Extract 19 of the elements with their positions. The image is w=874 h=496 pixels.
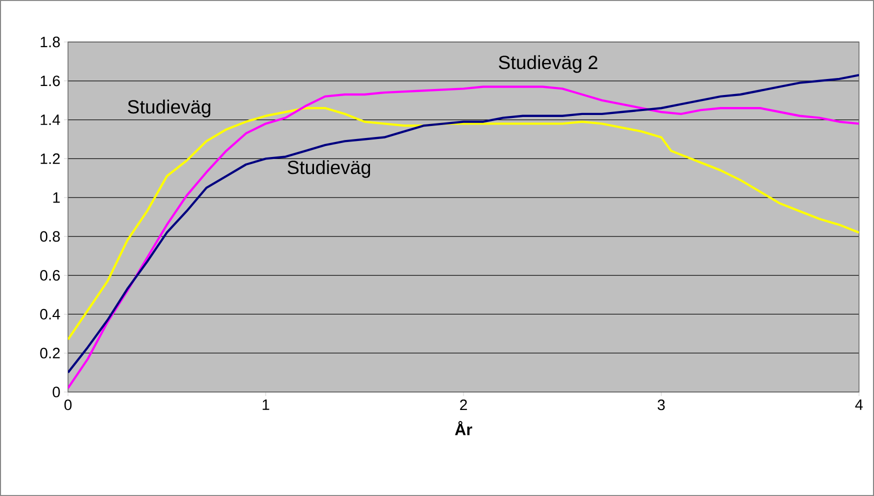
x-tick-label: 4 <box>855 400 863 410</box>
x-tick-label: 1 <box>262 400 270 410</box>
y-tick-label: 1.8 <box>40 36 60 48</box>
y-tick-label: 0.6 <box>40 270 60 281</box>
y-tick-label: 0.2 <box>40 348 60 358</box>
annotation: Studieväg <box>128 100 210 118</box>
annotation: Studieväg 2 <box>498 55 598 73</box>
x-tick-label: 2 <box>460 400 467 410</box>
y-tick-label: 1.2 <box>40 153 60 164</box>
x-axis-title: År <box>455 421 472 436</box>
x-tick-label: 3 <box>658 400 665 410</box>
annotation: Studieväg <box>288 160 370 178</box>
y-tick-label: 0.8 <box>40 231 60 242</box>
y-tick-label: 1 <box>53 192 60 203</box>
x-tick-label: 0 <box>64 400 72 410</box>
y-tick-label: 0.4 <box>40 308 60 320</box>
y-tick-label: 1.4 <box>40 114 60 125</box>
y-tick-label: 0 <box>52 386 60 398</box>
y-tick-label: 1.6 <box>40 76 60 86</box>
